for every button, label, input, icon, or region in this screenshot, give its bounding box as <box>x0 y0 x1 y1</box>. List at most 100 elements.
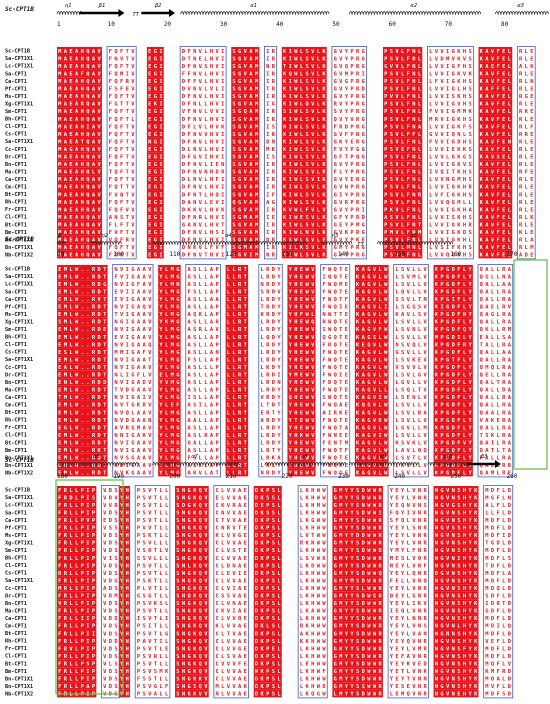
residue-letter: G <box>367 440 370 446</box>
residue-letter: K <box>457 124 461 130</box>
residue-letter: A <box>508 448 512 454</box>
residue-letter: L <box>204 425 208 431</box>
residue-letter: M <box>485 518 489 524</box>
residue-letter: V <box>412 533 416 539</box>
residue-letter: N <box>114 380 117 386</box>
residue-letter: H <box>294 342 297 348</box>
residue-letter: R <box>356 71 360 77</box>
residue-letter: F <box>187 64 190 70</box>
residue-letter: V <box>423 289 427 295</box>
residue-letter: V <box>407 403 411 409</box>
residue-letter: D <box>272 395 275 401</box>
residue-letter: R <box>356 230 360 236</box>
residue-letter: E <box>345 403 348 409</box>
residue-letter: L <box>221 495 225 501</box>
residue-letter: L <box>193 124 197 130</box>
residue-letter: I <box>221 185 224 191</box>
sequence-name: Lc-CPT1X1 <box>5 503 33 509</box>
residue-letter: N <box>193 87 196 93</box>
residue-letter: T <box>339 456 343 462</box>
residue-letter: W <box>317 510 321 516</box>
residue-letter: E <box>103 518 106 524</box>
sequence-row: Pf-CPT1 E M L W.. R D T N V I G A Q V Y L M G A S L L A P L L R T T R D… <box>5 303 512 311</box>
residue-letter: G <box>176 418 179 424</box>
sequence-row: Ms-CPT1 F R L L P I P V D S Y H P S K T L L S N G K Q V K L V V G E D K P… <box>5 531 511 539</box>
residue-letter: L <box>491 380 495 386</box>
residue-letter: T <box>339 320 343 326</box>
residue-letter: E <box>148 109 151 115</box>
residue-letter: R <box>232 503 236 509</box>
residue-letter: G <box>131 297 134 303</box>
residue-letter: . <box>81 335 84 341</box>
residue-letter: H <box>210 132 213 138</box>
residue-letter: V <box>148 440 152 446</box>
residue-letter: L <box>395 433 399 439</box>
residue-letter: E <box>148 147 151 153</box>
residue-letter: Q <box>114 109 117 115</box>
sequence-row: Bt-CPT1 E M L W.. R D T N V I G A A V Y L M G G A L L A P L L R T L R D… <box>5 439 512 447</box>
residue-letter: G <box>491 312 494 318</box>
residue-letter: G <box>362 230 365 236</box>
residue-letter: L <box>395 305 399 311</box>
residue-letter: G <box>131 433 134 439</box>
residue-letter: L <box>525 64 529 70</box>
residue-letter: Y <box>277 471 281 477</box>
residue-letter: I <box>221 109 224 115</box>
residue-letter: Y <box>277 448 281 454</box>
residue-letter: F <box>457 410 460 416</box>
residue-letter: . <box>86 305 89 311</box>
residue-letter: R <box>266 282 270 288</box>
residue-letter: T <box>334 312 338 318</box>
residue-letter: A <box>468 207 472 213</box>
residue-letter: . <box>81 380 84 386</box>
residue-letter: E <box>530 200 533 206</box>
residue-letter: L <box>204 147 208 153</box>
residue-letter: K <box>457 185 461 191</box>
residue-letter: G <box>362 132 365 138</box>
residue-letter: R <box>272 207 276 213</box>
residue-letter: G <box>446 305 449 311</box>
residue-letter: R <box>418 410 422 416</box>
residue-letter: V <box>120 312 124 318</box>
residue-letter: N <box>114 456 117 462</box>
residue-letter: A <box>502 282 506 288</box>
residue-letter: F <box>322 403 325 409</box>
residue-letter: L <box>159 488 163 494</box>
residue-letter: R <box>423 495 427 501</box>
residue-letter: F <box>407 253 410 259</box>
residue-letter: Q <box>289 71 292 77</box>
residue-letter: G <box>154 207 157 213</box>
residue-letter: V <box>120 357 124 363</box>
residue-letter: G <box>69 147 72 153</box>
residue-letter: I <box>159 253 162 259</box>
residue-letter: S <box>193 425 196 431</box>
residue-letter: F <box>187 155 190 161</box>
sequence-name: Sa-CPT1X1 <box>5 56 33 62</box>
residue-letter: P <box>216 433 220 439</box>
residue-letter: L <box>418 456 422 462</box>
residue-letter: R <box>502 418 506 424</box>
residue-letter: S <box>305 170 308 176</box>
residue-letter: W <box>317 495 321 501</box>
residue-letter: R <box>423 533 427 539</box>
residue-letter: F <box>334 124 337 130</box>
residue-letter: S <box>356 518 359 524</box>
residue-letter: D <box>362 541 365 547</box>
residue-letter: G <box>154 162 157 168</box>
residue-letter: K <box>491 418 495 424</box>
residue-letter: V <box>120 395 124 401</box>
residue-letter: . <box>81 471 84 477</box>
residue-letter: S <box>142 518 145 524</box>
residue-letter: E <box>300 320 303 326</box>
residue-letter: N <box>193 222 196 228</box>
residue-letter: F <box>407 94 410 100</box>
residue-letter: L <box>525 56 529 62</box>
residue-letter: K <box>216 533 220 539</box>
residue-letter: D <box>356 533 359 539</box>
residue-letter: N <box>435 541 438 547</box>
residue-letter: H <box>463 488 466 494</box>
sequence-row: Rh-CPT1 M A E A H Q A V F Q F T V E G I D A N V L E V I Q G V A M A G K I… <box>5 198 534 206</box>
residue-letter: S <box>232 192 235 198</box>
residue-letter: I <box>328 410 331 416</box>
residue-letter: L <box>204 79 208 85</box>
